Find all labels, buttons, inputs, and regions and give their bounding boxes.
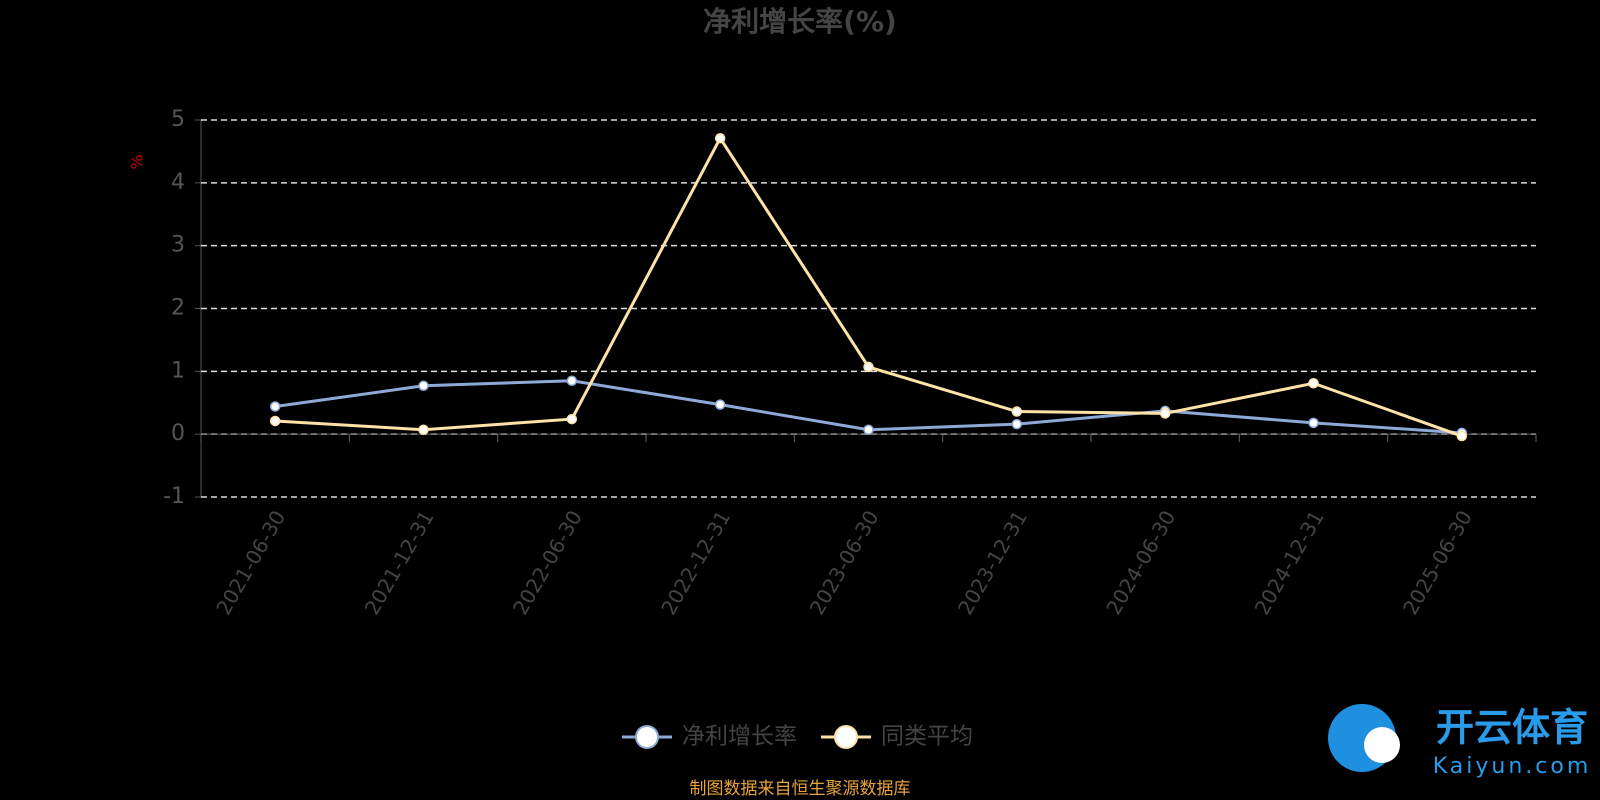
legend-marker: [635, 725, 659, 749]
x-tick-label: 2023-06-30: [805, 506, 884, 619]
y-tick-label: -1: [163, 484, 185, 509]
legend-label: 净利增长率: [682, 724, 797, 750]
y-tick-label: 3: [171, 233, 185, 258]
x-tick-label: 2021-12-31: [360, 506, 439, 619]
point: [269, 415, 281, 427]
y-tick-label: 4: [171, 170, 185, 195]
legend-marker: [834, 725, 858, 749]
chart-title: 净利增长率(%): [703, 5, 897, 38]
point: [714, 399, 726, 410]
y-tick-label: 0: [171, 421, 185, 446]
point: [1011, 418, 1023, 430]
point: [1011, 406, 1023, 417]
point: [863, 424, 874, 436]
point: [269, 401, 281, 412]
y-tick-label: 5: [171, 107, 185, 132]
logo-ball: [1364, 727, 1400, 763]
x-tick-label: 2022-12-31: [656, 506, 735, 619]
point: [418, 380, 429, 392]
legend-label: 同类平均: [881, 724, 973, 750]
x-tick-label: 2024-12-31: [1250, 506, 1329, 619]
x-tick-label: 2021-06-30: [211, 506, 290, 619]
watermark: 开云体育 Kaiyun.com: [1328, 704, 1592, 779]
point: [1308, 378, 1319, 389]
x-tick-label: 2025-06-30: [1398, 506, 1477, 619]
point: [566, 375, 578, 387]
point: [1308, 417, 1319, 429]
point: [418, 424, 429, 436]
y-axis-label: %: [128, 154, 147, 169]
watermark-site: Kaiyun.com: [1433, 754, 1592, 779]
point: [863, 361, 874, 373]
point: [1456, 430, 1468, 442]
watermark-brand: 开云体育: [1436, 706, 1588, 750]
y-tick-label: 2: [171, 296, 185, 321]
source-note: 制图数据来自恒生聚源数据库: [690, 779, 911, 799]
point: [1159, 408, 1171, 419]
point: [566, 413, 578, 425]
point: [714, 132, 726, 144]
x-tick-label: 2024-06-30: [1101, 506, 1180, 619]
x-tick-label: 2023-12-31: [953, 506, 1032, 619]
x-tick-label: 2022-06-30: [508, 506, 587, 619]
y-tick-label: 1: [171, 358, 185, 383]
